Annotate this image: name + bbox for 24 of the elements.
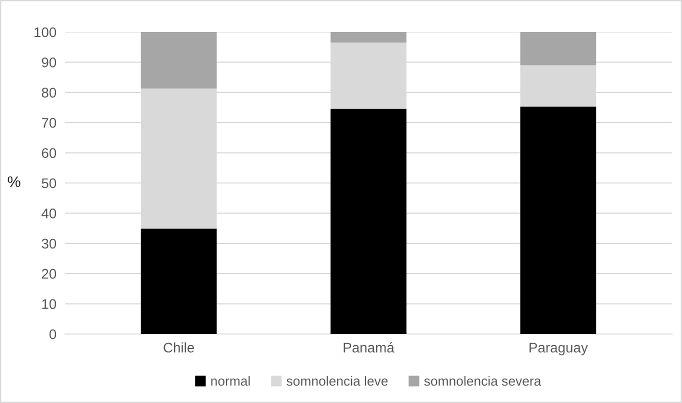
- x-tick-label: Chile: [164, 342, 194, 353]
- y-tick-label: 90: [42, 58, 56, 68]
- x-tick-label: Panamá: [344, 342, 394, 353]
- y-tick-label: 70: [42, 118, 56, 128]
- y-tick-label: 60: [42, 148, 56, 158]
- y-axis-title: %: [8, 176, 20, 188]
- y-tick-label: 100: [34, 27, 56, 38]
- y-tick-label: 0: [49, 329, 56, 340]
- legend-label: somnolencia severa: [424, 376, 542, 386]
- x-tick-label: Paraguay: [530, 342, 588, 356]
- y-tick-label: 30: [42, 238, 56, 249]
- y-tick-label: 40: [42, 208, 56, 218]
- y-tick-label: 10: [42, 299, 56, 309]
- legend-label: somnolencia leve: [286, 376, 388, 386]
- bar: [520, 32, 596, 66]
- bar: [330, 108, 406, 334]
- bar: [140, 228, 217, 334]
- bar: [140, 32, 217, 88]
- bar: [520, 106, 596, 334]
- y-tick-label: 80: [42, 88, 56, 98]
- bar: [330, 32, 406, 43]
- legend-label: normal: [211, 376, 250, 386]
- y-tick-label: 20: [42, 268, 56, 279]
- y-tick-label: 50: [42, 178, 56, 188]
